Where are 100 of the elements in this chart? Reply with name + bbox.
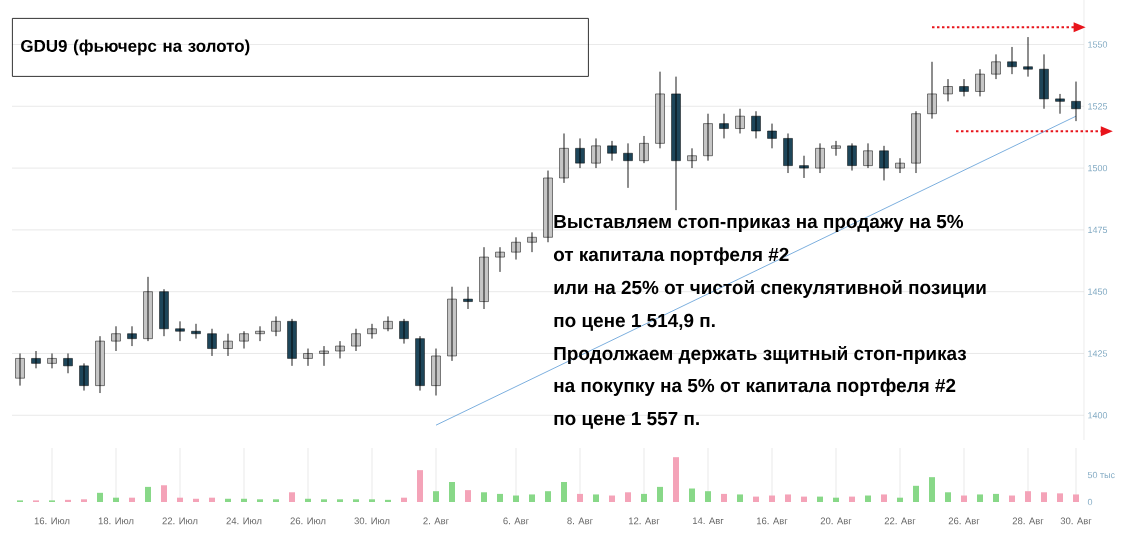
bar <box>193 498 199 502</box>
candlestick <box>895 157 905 174</box>
x-tick-label: 30. Авг <box>1060 517 1092 525</box>
bar <box>273 499 279 502</box>
candlestick <box>879 145 889 181</box>
x-tick-label: 12. Авг <box>628 517 660 525</box>
candlestick <box>31 350 41 369</box>
bar <box>1041 492 1048 502</box>
candlestick <box>1055 93 1065 115</box>
candlestick <box>319 345 329 367</box>
candlestick <box>111 325 121 352</box>
bar <box>337 499 343 502</box>
bar <box>897 497 903 502</box>
candlestick <box>943 78 953 102</box>
candlestick <box>335 340 345 359</box>
candlestick <box>719 113 729 139</box>
x-tick-label: 22. Авг <box>884 517 916 525</box>
bar <box>401 497 407 502</box>
bar <box>769 495 775 502</box>
bar <box>289 492 295 502</box>
y-tick-label: 1500 <box>1088 164 1108 172</box>
bar <box>737 494 743 502</box>
bar <box>209 497 215 502</box>
annotation: или на 25% от чистой спекулятивной позиции <box>554 279 986 298</box>
candlestick <box>1007 46 1017 75</box>
candlestick <box>463 286 473 310</box>
x-tick-label: 8. Авг <box>567 517 593 525</box>
bar <box>369 499 375 502</box>
bar <box>305 498 311 502</box>
candlestick <box>687 147 697 169</box>
annotation: Выставляем стоп-приказ на продажу на 5% <box>554 214 964 232</box>
bar <box>721 493 727 502</box>
candlestick <box>767 123 777 149</box>
candlestick <box>127 325 137 347</box>
bar <box>673 457 679 502</box>
y-tick-label: 0 <box>1087 498 1093 506</box>
annotation: от капитала портфеля #2 <box>553 247 789 265</box>
bar <box>561 482 567 502</box>
bar <box>801 496 807 502</box>
x-tick-label: 2. Авг <box>423 517 449 525</box>
candlestick <box>271 315 281 337</box>
bar <box>753 496 759 502</box>
bar <box>1025 491 1032 502</box>
x-tick-label: 16. Авг <box>756 517 788 525</box>
x-tick-label: 18. Июл <box>98 517 134 525</box>
bar <box>65 499 71 502</box>
bar <box>145 486 151 502</box>
bar <box>1057 493 1064 502</box>
bar <box>865 495 871 502</box>
bar <box>321 499 327 502</box>
bar <box>1073 494 1080 502</box>
bar <box>625 492 631 502</box>
x-tick-label: 28. Авг <box>1012 517 1044 525</box>
bar <box>497 493 503 502</box>
bar <box>161 485 167 502</box>
bar <box>689 488 695 502</box>
candlestick <box>527 231 537 253</box>
candlestick <box>239 330 249 349</box>
annotation: Продолжаем держать зщитный стоп-приказ <box>554 345 967 364</box>
candlestick <box>991 53 1001 80</box>
x-tick-label: 20. Авг <box>820 517 852 525</box>
bar <box>257 499 263 502</box>
bar <box>545 491 551 502</box>
candlestick <box>1023 36 1033 78</box>
bar <box>225 498 231 502</box>
bar <box>849 496 855 502</box>
bar <box>465 490 471 502</box>
x-tick-label: 14. Авг <box>692 517 724 525</box>
bar <box>81 499 87 502</box>
bar <box>641 493 647 502</box>
x-tick-label: 24. Июл <box>226 517 262 525</box>
bar <box>961 495 968 502</box>
candlestick <box>367 323 377 340</box>
bar <box>881 494 887 502</box>
bar <box>609 495 615 502</box>
candlestick <box>495 246 505 273</box>
bar <box>929 477 935 502</box>
x-tick-label: 26. Июл <box>290 517 326 525</box>
annotation: по цене 1 557 п. <box>554 411 699 429</box>
bar <box>177 497 183 502</box>
candlestick <box>223 333 233 357</box>
candlestick <box>511 236 521 260</box>
bar <box>577 493 583 502</box>
bar <box>993 493 1000 502</box>
candlestick <box>175 320 185 342</box>
bar <box>113 497 119 502</box>
y-tick-label: 1425 <box>1088 350 1108 357</box>
y-tick-label: 50 тыс <box>1087 471 1115 479</box>
annotation: по цене 1 514,9 п. <box>554 313 715 331</box>
candlestick <box>47 353 57 369</box>
bar <box>817 496 823 502</box>
bar <box>593 494 599 502</box>
candlestick <box>607 140 617 162</box>
y-tick-label: 1525 <box>1088 103 1108 110</box>
bar <box>129 497 135 502</box>
y-tick-label: 1550 <box>1088 41 1108 48</box>
bar <box>529 494 535 502</box>
bar <box>481 492 487 502</box>
x-tick-label: 30. Июл <box>354 517 390 525</box>
candlestick <box>351 328 361 352</box>
